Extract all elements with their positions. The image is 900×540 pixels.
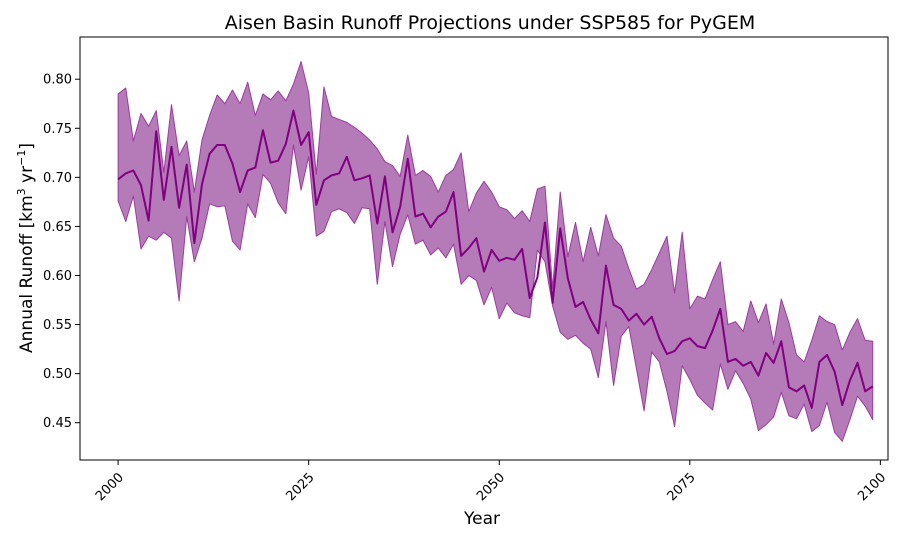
y-axis-label-mid: yr — [17, 166, 37, 188]
y-tick-label: 0.65 — [43, 220, 72, 235]
x-tick-label: 2100 — [855, 470, 889, 504]
y-tick-label: 0.70 — [43, 171, 72, 186]
x-axis: 2000 2025 2050 2075 2100 — [93, 460, 889, 504]
y-axis-label: Annual Runoff [km3 yr−1] — [15, 143, 37, 353]
median-line — [117, 109, 874, 409]
y-tick-label: 0.80 — [43, 73, 72, 88]
chart-title: Aisen Basin Runoff Projections under SSP… — [225, 12, 756, 34]
y-tick-label: 0.45 — [43, 416, 72, 431]
uncertainty-band — [117, 61, 874, 442]
y-axis-label-exp1: 3 — [15, 188, 28, 195]
y-axis-label-main: Annual Runoff [km — [17, 195, 37, 353]
plot-area — [117, 61, 874, 442]
y-axis-label-exp2: −1 — [15, 150, 28, 166]
x-tick-label: 2025 — [284, 470, 318, 504]
x-axis-label: Year — [463, 509, 500, 529]
y-axis: 0.45 0.50 0.55 0.60 0.65 0.70 0.75 0.80 — [43, 73, 80, 431]
y-axis-label-end: ] — [17, 143, 37, 150]
x-tick-label: 2075 — [665, 470, 699, 504]
y-tick-label: 0.75 — [43, 122, 72, 137]
y-tick-label: 0.50 — [43, 367, 72, 382]
y-tick-label: 0.60 — [43, 269, 72, 284]
x-tick-label: 2000 — [93, 470, 127, 504]
plot-frame — [79, 36, 889, 461]
y-tick-label: 0.55 — [43, 318, 72, 333]
x-tick-label: 2050 — [474, 470, 508, 504]
